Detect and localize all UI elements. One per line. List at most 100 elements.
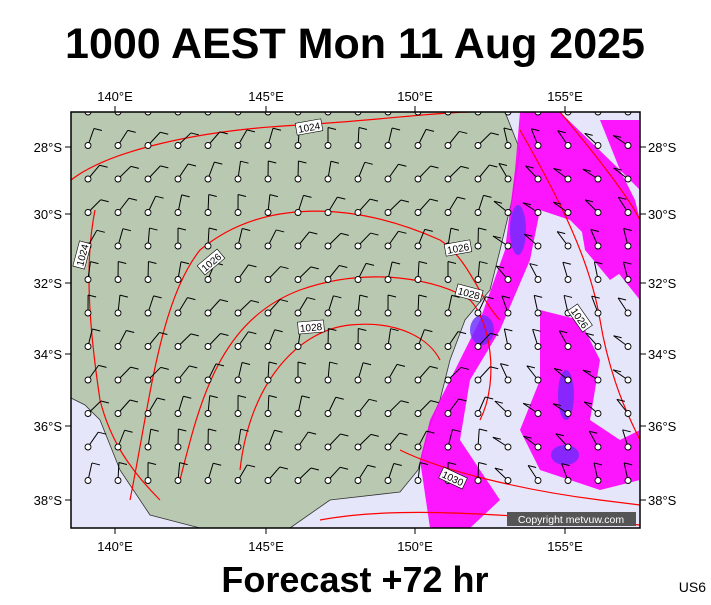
barb-station	[505, 210, 511, 216]
barb-station	[475, 411, 481, 417]
barb-station	[115, 277, 121, 283]
barb-station	[505, 377, 511, 383]
barb-station	[355, 176, 361, 182]
barb-shaft	[478, 97, 487, 112]
barb-station	[625, 310, 631, 316]
barb-station	[565, 243, 571, 249]
barb-station	[385, 377, 391, 383]
barb-station	[565, 377, 571, 383]
barb-station	[505, 444, 511, 450]
barb-flag	[332, 94, 340, 96]
lat-label-right: 34°S	[648, 347, 677, 362]
isobar-label: 1028	[300, 322, 324, 335]
barb-station	[325, 310, 331, 316]
barb-station	[325, 143, 331, 149]
barb-station	[235, 478, 241, 484]
barb-station	[535, 310, 541, 316]
barb-station	[355, 478, 361, 484]
barb-station	[235, 344, 241, 350]
barb-station	[295, 344, 301, 350]
barb-station	[325, 243, 331, 249]
barb-station	[325, 277, 331, 283]
barb-station	[85, 143, 91, 149]
barb-station	[175, 478, 181, 484]
barb-station	[115, 243, 121, 249]
lon-label-top: 150°E	[397, 89, 433, 104]
barb-station	[505, 277, 511, 283]
barb-station	[145, 377, 151, 383]
barb-station	[565, 344, 571, 350]
barb-station	[625, 444, 631, 450]
barb-shaft	[617, 98, 628, 112]
barb-shaft	[178, 98, 189, 112]
lon-label-bottom: 145°E	[248, 539, 284, 554]
barb-station	[265, 377, 271, 383]
lon-label-bottom: 140°E	[97, 539, 133, 554]
barb-station	[325, 176, 331, 182]
barb-station	[505, 411, 511, 417]
barb-station	[535, 377, 541, 383]
barb-shaft	[590, 96, 598, 112]
copyright: Copyright metvuw.com	[518, 514, 624, 526]
barb-station	[595, 478, 601, 484]
barb-station	[355, 411, 361, 417]
barb-station	[565, 277, 571, 283]
barb-station	[505, 310, 511, 316]
barb-flag	[487, 97, 495, 99]
lat-label-right: 32°S	[648, 276, 677, 291]
barb-station	[475, 243, 481, 249]
barb-station	[85, 377, 91, 383]
barb-flag	[89, 94, 97, 96]
barb-station	[415, 243, 421, 249]
barb-flag	[534, 94, 542, 96]
barb-station	[445, 210, 451, 216]
barb-station	[115, 310, 121, 316]
barb-station	[295, 243, 301, 249]
barb-station	[445, 143, 451, 149]
barb-shaft	[328, 94, 332, 112]
barb-station	[505, 478, 511, 484]
barb-station	[145, 210, 151, 216]
barb-station	[205, 277, 211, 283]
barb-station	[355, 243, 361, 249]
barb-station	[265, 243, 271, 249]
barb-station	[85, 210, 91, 216]
barb-station	[355, 310, 361, 316]
barb-station	[475, 143, 481, 149]
barb-shaft	[503, 95, 508, 112]
barb-station	[235, 310, 241, 316]
barb-station	[535, 210, 541, 216]
lat-label-left: 38°S	[34, 493, 63, 508]
lon-label-top: 140°E	[97, 89, 133, 104]
barb-station	[205, 444, 211, 450]
barb-station	[595, 210, 601, 216]
barb-station	[415, 478, 421, 484]
barb-station	[325, 344, 331, 350]
barb-station	[85, 344, 91, 350]
barb-station	[205, 210, 211, 216]
barb-station	[85, 478, 91, 484]
lat-label-right: 38°S	[648, 493, 677, 508]
barb-flag	[221, 99, 229, 101]
barb-shaft	[298, 96, 306, 112]
title: 1000 AEST Mon 11 Aug 2025	[65, 20, 645, 68]
barb-flag	[155, 96, 163, 98]
barb-station	[535, 176, 541, 182]
barb-station	[355, 444, 361, 450]
barb-station	[145, 411, 151, 417]
barb-station	[205, 243, 211, 249]
barb-station	[565, 210, 571, 216]
barb-station	[355, 143, 361, 149]
barb-station	[145, 176, 151, 182]
barb-flag	[453, 95, 461, 97]
lon-label-bottom: 155°E	[547, 539, 583, 554]
barb-flag	[388, 94, 396, 96]
barb-station	[265, 411, 271, 417]
barb-station	[85, 310, 91, 316]
barb-station	[385, 243, 391, 249]
barb-station	[535, 277, 541, 283]
barb-station	[625, 478, 631, 484]
barb-station	[415, 176, 421, 182]
barb-station	[205, 143, 211, 149]
